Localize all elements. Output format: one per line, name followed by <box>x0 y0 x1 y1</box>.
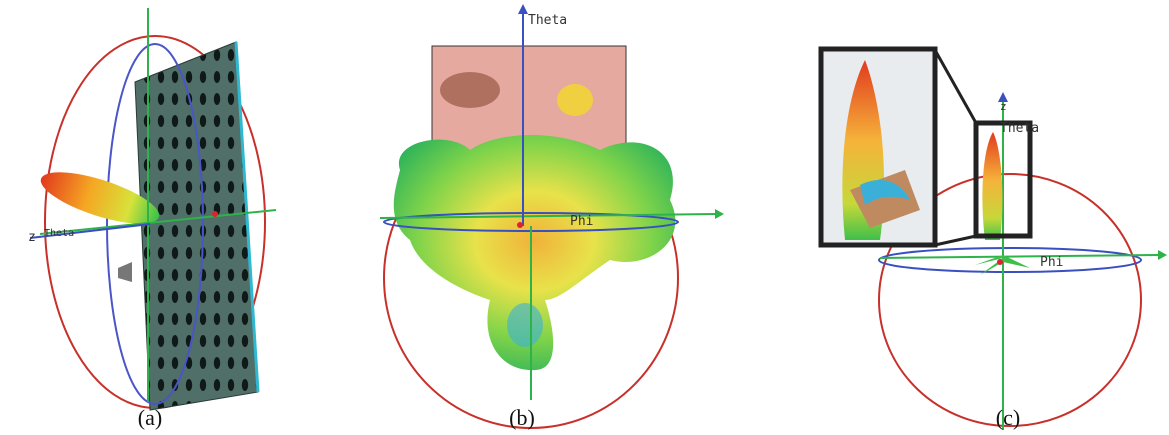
patch <box>507 303 543 347</box>
axis-label: z <box>28 230 36 245</box>
zoom-line <box>935 236 976 245</box>
axis-label: Theta <box>1000 121 1039 136</box>
feed <box>118 262 132 282</box>
patch <box>440 72 500 108</box>
caption: (c) <box>996 405 1020 430</box>
caption: (a) <box>138 405 162 430</box>
arrow <box>518 4 528 14</box>
figure: z Theta (a) Theta Phi (b) <box>0 0 1169 435</box>
zoom-line <box>935 50 976 123</box>
axis-label: z <box>1000 100 1007 113</box>
main-lobe <box>982 132 1002 240</box>
origin <box>997 259 1003 265</box>
axis-label: Theta <box>528 13 567 28</box>
panel-c: z Theta Phi (c) <box>821 49 1167 430</box>
arrow <box>1158 250 1167 260</box>
axis <box>880 255 1160 258</box>
caption: (b) <box>509 405 535 430</box>
origin <box>517 222 523 228</box>
arrow <box>715 209 724 219</box>
origin <box>212 211 218 217</box>
axis-label: Phi <box>570 214 593 229</box>
axis-label: Phi <box>1040 255 1063 270</box>
axis-label: Theta <box>44 228 74 239</box>
panel-b: Theta Phi (b) <box>380 4 724 430</box>
panel-a: z Theta (a) <box>28 8 276 430</box>
patch <box>557 84 593 116</box>
